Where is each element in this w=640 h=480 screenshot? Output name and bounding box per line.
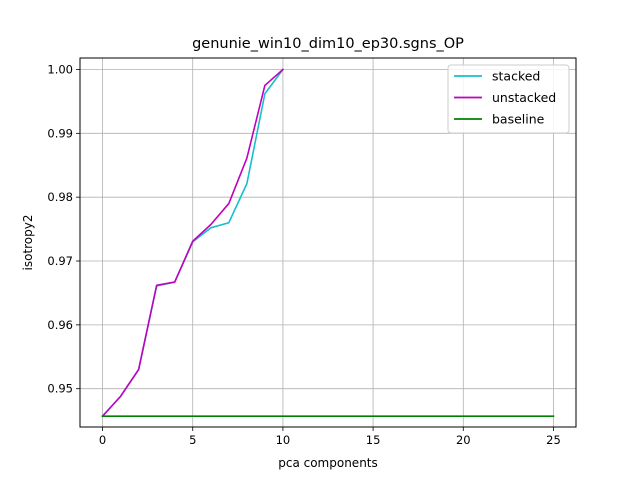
y-tick-label: 0.98 bbox=[47, 190, 73, 204]
series-lines bbox=[101, 68, 555, 418]
plot-frame bbox=[79, 57, 577, 428]
y-axis-label: isotropy2 bbox=[21, 215, 35, 271]
chart-title: genunie_win10_dim10_ep30.sgns_OP bbox=[192, 36, 464, 52]
y-tick-label: 0.97 bbox=[47, 254, 73, 268]
x-tick-label: 20 bbox=[456, 433, 471, 447]
legend-label-stacked: stacked bbox=[492, 69, 540, 84]
legend-label-baseline: baseline bbox=[492, 112, 545, 127]
x-tick-label: 10 bbox=[276, 433, 291, 447]
x-tick-label: 0 bbox=[99, 433, 106, 447]
y-tick-label: 0.95 bbox=[47, 382, 73, 396]
legend-box bbox=[447, 64, 570, 134]
x-tick-label: 5 bbox=[189, 433, 196, 447]
x-tick-label: 15 bbox=[366, 433, 381, 447]
axis-ticks: 0 5 10 15 20 25 0.95 0.96 0.97 0.98 0.99 1.00 bbox=[47, 62, 560, 447]
legend: stacked unstacked baseline bbox=[447, 64, 570, 134]
legend-label-unstacked: unstacked bbox=[492, 90, 556, 105]
series-line-unstacked bbox=[101, 68, 285, 418]
y-tick-label: 0.99 bbox=[47, 126, 73, 140]
x-axis-label: pca components bbox=[278, 456, 378, 470]
y-tick-label: 1.00 bbox=[47, 62, 73, 76]
x-tick-label: 25 bbox=[546, 433, 561, 447]
y-tick-label: 0.96 bbox=[47, 318, 73, 332]
